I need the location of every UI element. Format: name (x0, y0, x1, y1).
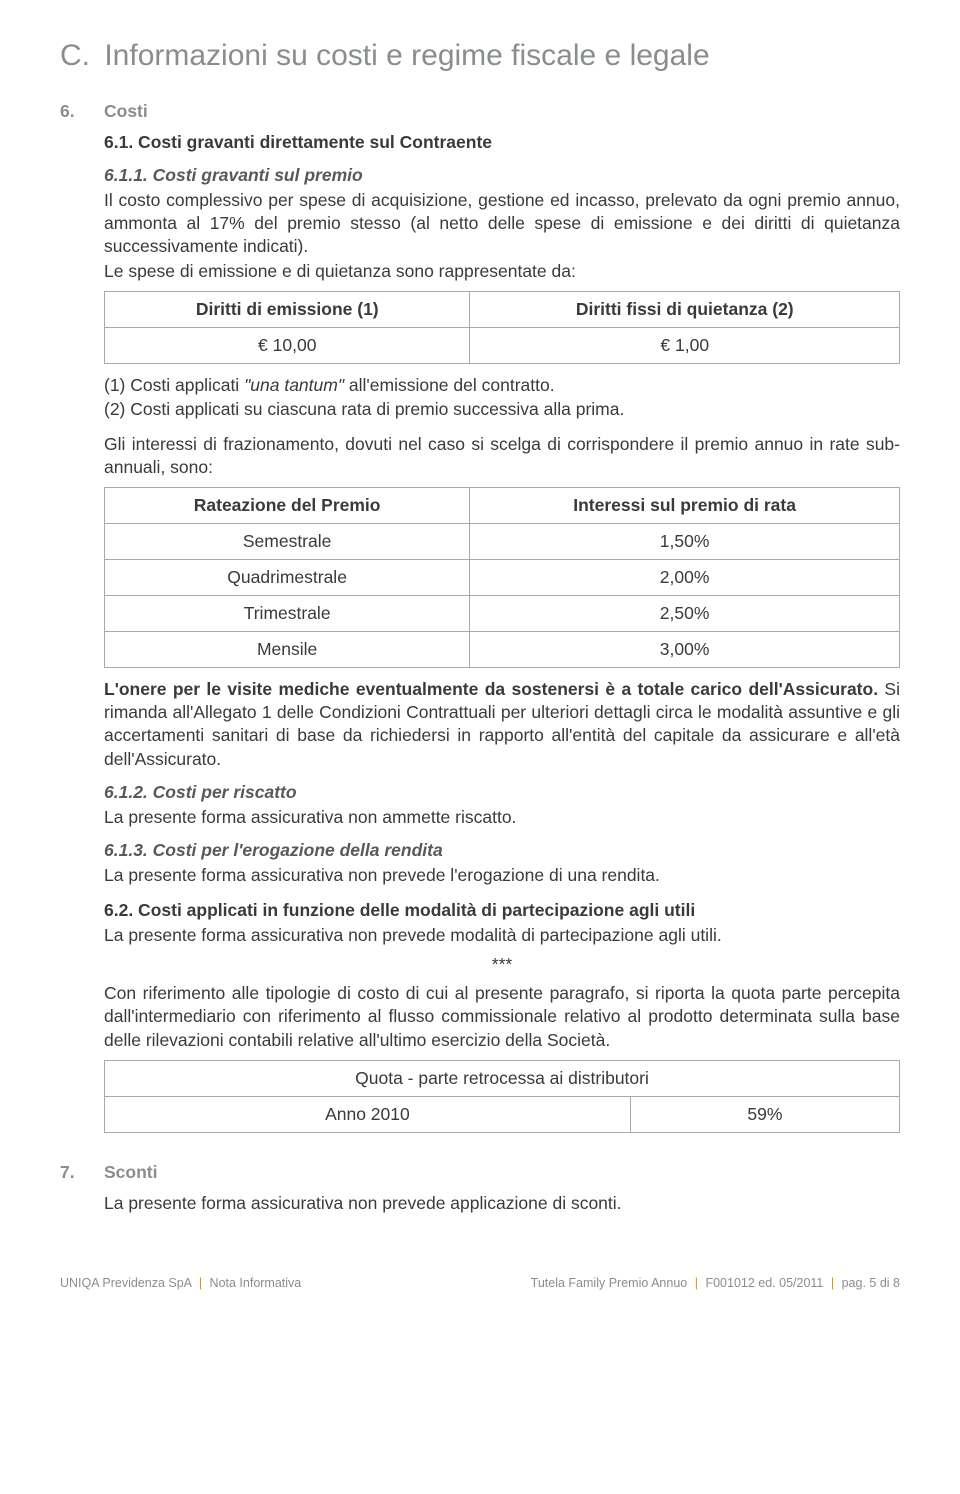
para-onere-bold: L'onere per le visite mediche eventualme… (104, 679, 878, 699)
footer-right: Tutela Family Premio Annuo | F001012 ed.… (531, 1275, 900, 1292)
footer-doc-type: Nota Informativa (210, 1276, 302, 1290)
table-row: Quadrimestrale 2,00% (105, 560, 900, 596)
fn1-pre: (1) Costi applicati (104, 375, 244, 395)
heading-6-2: 6.2. Costi applicati in funzione delle m… (104, 899, 900, 922)
footer-company: UNIQA Previdenza SpA (60, 1276, 191, 1290)
table2-r1c1: 2,00% (470, 560, 900, 596)
section-title-text: Informazioni su costi e regime fiscale e… (104, 39, 709, 72)
para-onere-visite: L'onere per le visite mediche eventualme… (104, 678, 900, 770)
heading-6-1: 6.1. Costi gravanti direttamente sul Con… (104, 131, 900, 154)
table2-r2c1: 2,50% (470, 596, 900, 632)
table2-h1: Rateazione del Premio (105, 487, 470, 523)
item-7-label: Sconti (104, 1161, 157, 1184)
footer-sep-icon: | (195, 1276, 206, 1290)
heading-6-1-2: 6.1.2. Costi per riscatto (104, 781, 900, 804)
footer-edition: F001012 ed. 05/2011 (705, 1276, 823, 1290)
separator-asterisks: *** (104, 953, 900, 976)
item-7-heading: 7. Sconti (60, 1161, 900, 1184)
fn1-post: all'emissione del contratto. (344, 375, 555, 395)
item-6-heading: 6. Costi (60, 100, 900, 123)
footer-page-number: pag. 5 di 8 (842, 1276, 900, 1290)
table-quota: Quota - parte retrocessa ai distributori… (104, 1060, 900, 1133)
table2-r0c1: 1,50% (470, 523, 900, 559)
page-footer: UNIQA Previdenza SpA | Nota Informativa … (60, 1275, 900, 1292)
table-row: Mensile 3,00% (105, 632, 900, 668)
para-6-1-1-a: Il costo complessivo per spese di acquis… (104, 189, 900, 258)
table-rateazione: Rateazione del Premio Interessi sul prem… (104, 487, 900, 668)
table1-h2: Diritti fissi di quietanza (2) (470, 292, 900, 328)
table1-c1: € 10,00 (105, 328, 470, 364)
table2-r1c0: Quadrimestrale (105, 560, 470, 596)
table2-r0c0: Semestrale (105, 523, 470, 559)
item-7-number: 7. (60, 1161, 104, 1184)
footnote-2: (2) Costi applicati su ciascuna rata di … (104, 398, 900, 421)
para-6-2-b: Con riferimento alle tipologie di costo … (104, 982, 900, 1051)
para-6-1-3: La presente forma assicurativa non preve… (104, 864, 900, 887)
fn1-italic: "una tantum" (244, 375, 344, 395)
table-quota-c2: 59% (630, 1096, 899, 1132)
heading-6-1-1: 6.1.1. Costi gravanti sul premio (104, 164, 900, 187)
footer-sep-icon: | (827, 1276, 838, 1290)
table2-r2c0: Trimestrale (105, 596, 470, 632)
table-emission-rights: Diritti di emissione (1) Diritti fissi d… (104, 291, 900, 364)
section-title: C. Informazioni su costi e regime fiscal… (60, 36, 900, 76)
item-6-label: Costi (104, 100, 148, 123)
footnote-1: (1) Costi applicati "una tantum" all'emi… (104, 374, 900, 397)
table-quota-c1: Anno 2010 (105, 1096, 631, 1132)
footer-product: Tutela Family Premio Annuo (531, 1276, 688, 1290)
table2-r3c1: 3,00% (470, 632, 900, 668)
table1-footnotes: (1) Costi applicati "una tantum" all'emi… (104, 374, 900, 420)
table-row: Semestrale 1,50% (105, 523, 900, 559)
footer-left: UNIQA Previdenza SpA | Nota Informativa (60, 1275, 301, 1292)
para-6-1-1-b: Le spese di emissione e di quietanza son… (104, 260, 900, 283)
item-6-number: 6. (60, 100, 104, 123)
table2-r3c0: Mensile (105, 632, 470, 668)
para-6-2-a: La presente forma assicurativa non preve… (104, 924, 900, 947)
para-7: La presente forma assicurativa non preve… (104, 1192, 900, 1215)
heading-6-1-3: 6.1.3. Costi per l'erogazione della rend… (104, 839, 900, 862)
para-6-1-2: La presente forma assicurativa non ammet… (104, 806, 900, 829)
table2-h2: Interessi sul premio di rata (470, 487, 900, 523)
table1-h1: Diritti di emissione (1) (105, 292, 470, 328)
table-row: Trimestrale 2,50% (105, 596, 900, 632)
table1-c2: € 1,00 (470, 328, 900, 364)
para-6-1-1-c: Gli interessi di frazionamento, dovuti n… (104, 433, 900, 479)
footer-sep-icon: | (691, 1276, 702, 1290)
table-quota-header: Quota - parte retrocessa ai distributori (105, 1060, 900, 1096)
section-letter: C. (60, 36, 96, 76)
